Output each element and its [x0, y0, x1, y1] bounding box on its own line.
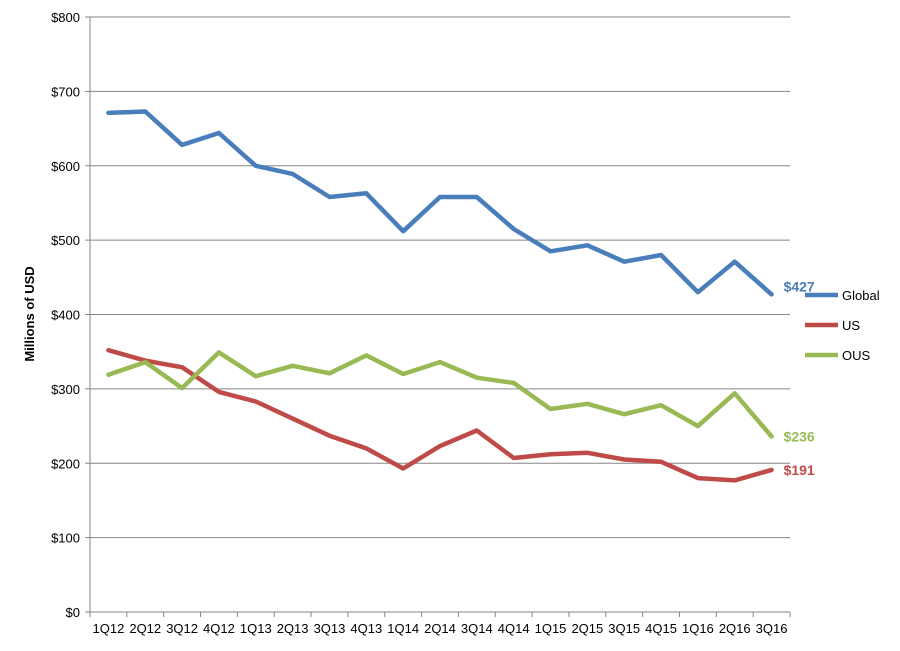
x-tick-label: 3Q13 [314, 621, 346, 636]
x-tick-label: 1Q15 [535, 621, 567, 636]
x-tick-label: 4Q13 [350, 621, 382, 636]
data-label-us: $191 [784, 462, 815, 478]
legend-label-ous: OUS [842, 348, 871, 363]
x-tick-label: 3Q14 [461, 621, 493, 636]
x-tick-label: 3Q12 [166, 621, 198, 636]
data-labels: $427 $191 $236 [784, 278, 815, 478]
x-tick-label: 3Q15 [608, 621, 640, 636]
legend-label-global: Global [842, 288, 880, 303]
x-tick-label: 2Q14 [424, 621, 456, 636]
series-lines [106, 109, 774, 483]
series-line-ous [106, 350, 774, 439]
legend-label-us: US [842, 318, 860, 333]
x-tick-label: 4Q12 [203, 621, 235, 636]
gridlines [90, 16, 790, 539]
x-tick-label: 1Q13 [240, 621, 272, 636]
y-tick-label: $600 [51, 159, 80, 174]
series-line-global [106, 109, 774, 297]
y-tick-label: $200 [51, 456, 80, 471]
data-label-global: $427 [784, 278, 815, 294]
axes: $0 $100 $200 $300 $400 $500 $600 $700 $800 1Q12 2Q… [51, 10, 791, 636]
x-tick-label: 2Q16 [719, 621, 751, 636]
x-tick-label: 4Q14 [498, 621, 530, 636]
data-label-ous: $236 [784, 428, 815, 444]
x-tick-label: 2Q15 [571, 621, 603, 636]
x-tick-label: 4Q15 [645, 621, 677, 636]
legend: Global US OUS [805, 288, 880, 363]
x-tick-label: 2Q13 [277, 621, 309, 636]
y-tick-label: $0 [66, 605, 80, 620]
x-tick-label: 1Q16 [682, 621, 714, 636]
x-tick-label: 2Q12 [129, 621, 161, 636]
y-tick-label: $100 [51, 531, 80, 546]
y-tick-label: $400 [51, 308, 80, 323]
y-tick-label: $800 [51, 10, 80, 25]
y-axis-title: Millions of USD [22, 266, 37, 361]
x-tick-label: 3Q16 [756, 621, 788, 636]
y-tick-label: $500 [51, 233, 80, 248]
y-tick-label: $700 [51, 84, 80, 99]
y-tick-label: $300 [51, 382, 80, 397]
x-tick-label: 1Q14 [387, 621, 419, 636]
series-line-us [106, 347, 774, 483]
x-tick-label: 1Q12 [93, 621, 125, 636]
